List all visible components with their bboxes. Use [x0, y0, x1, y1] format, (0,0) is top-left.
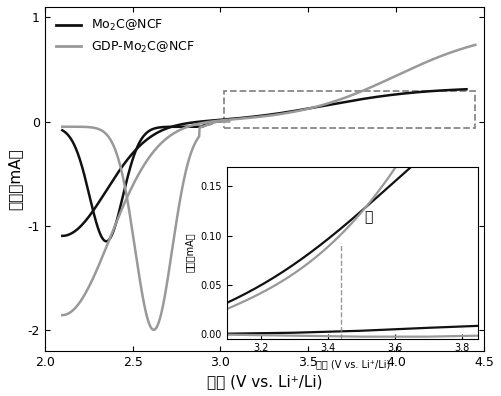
Y-axis label: 电流（mA）: 电流（mA） — [7, 148, 22, 209]
Bar — [224, 91, 475, 128]
X-axis label: 电压 (V vs. Li⁺/Li): 电压 (V vs. Li⁺/Li) — [207, 374, 322, 389]
Legend: Mo$_2$C@NCF, GDP-Mo$_2$C@NCF: Mo$_2$C@NCF, GDP-Mo$_2$C@NCF — [51, 13, 199, 60]
